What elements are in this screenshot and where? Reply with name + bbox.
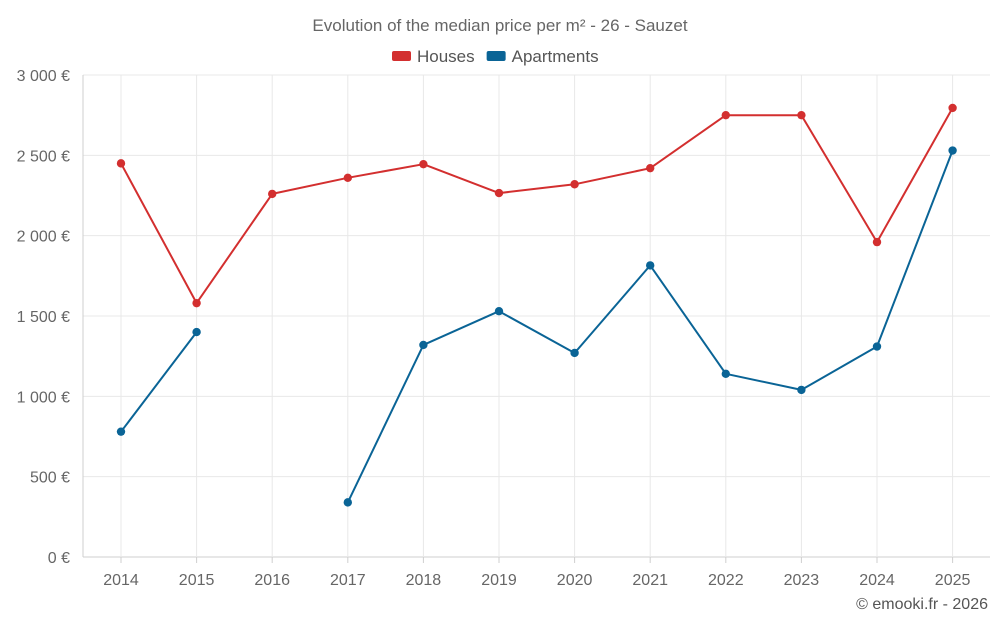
data-point-houses[interactable]	[570, 180, 579, 189]
data-point-apartments[interactable]	[192, 327, 201, 337]
x-tick-label: 2024	[859, 572, 895, 589]
y-tick-label: 2 000 €	[17, 229, 70, 246]
data-point-houses[interactable]	[419, 159, 428, 169]
data-point-houses[interactable]	[797, 110, 806, 120]
y-tick-label: 1 000 €	[17, 389, 70, 406]
y-tick-label: 500 €	[30, 470, 70, 487]
data-point-apartments[interactable]	[116, 427, 126, 436]
legend-item-apartments[interactable]: Apartments	[486, 47, 599, 66]
x-tick-label: 2019	[481, 572, 517, 589]
y-tick-label: 1 500 €	[17, 309, 70, 326]
series-line-apartments	[120, 331, 198, 433]
data-point-apartments[interactable]	[419, 340, 428, 350]
legend-item-houses[interactable]: Houses	[392, 47, 475, 66]
data-point-apartments[interactable]	[948, 146, 957, 155]
y-axis: 0 € 500 € 1 000 € 1 500 € 2 000 € 2 500 € 3 00…	[17, 68, 70, 567]
series-group	[116, 103, 957, 507]
data-point-houses[interactable]	[494, 188, 504, 198]
series-apartments	[116, 146, 957, 507]
y-tick-label: 2 500 €	[17, 148, 70, 165]
x-tick-label: 2018	[406, 572, 442, 589]
y-tick-label: 0 €	[48, 550, 70, 567]
grid	[82, 74, 990, 558]
y-tick-label: 3 000 €	[17, 68, 70, 85]
data-point-apartments[interactable]	[646, 261, 655, 270]
data-point-houses[interactable]	[948, 103, 957, 113]
legend-swatch	[392, 51, 411, 61]
x-tick-label: 2014	[103, 572, 139, 589]
data-point-apartments[interactable]	[494, 306, 504, 316]
legend: Houses Apartments	[392, 47, 599, 66]
data-point-apartments[interactable]	[797, 385, 806, 395]
legend-swatch	[486, 51, 506, 61]
data-point-houses[interactable]	[343, 173, 352, 183]
legend-label: Houses	[417, 47, 475, 66]
x-tick-label: 2020	[557, 572, 593, 589]
series-houses	[116, 103, 957, 308]
x-tick-label: 2021	[632, 572, 668, 589]
data-point-houses[interactable]	[872, 237, 882, 247]
data-point-apartments[interactable]	[872, 342, 882, 351]
data-point-houses[interactable]	[192, 298, 201, 308]
x-tick-label: 2017	[330, 572, 366, 589]
x-tick-label: 2025	[935, 572, 971, 589]
x-tick-label: 2022	[708, 572, 744, 589]
data-point-apartments[interactable]	[570, 348, 579, 358]
series-line-houses	[120, 106, 954, 305]
data-point-houses[interactable]	[721, 110, 730, 120]
x-axis: 2014 2015 2016 2017 2018 2019 2020 2021 2022 2023…	[103, 557, 970, 589]
x-tick-label: 2015	[179, 572, 215, 589]
legend-label: Apartments	[512, 47, 599, 66]
data-point-houses[interactable]	[268, 189, 277, 199]
x-tick-label: 2016	[254, 572, 290, 589]
chart-title: Evolution of the median price per m² - 2…	[312, 16, 687, 35]
data-point-houses[interactable]	[116, 159, 126, 168]
copyright-text: © emooki.fr - 2026	[856, 596, 988, 613]
data-point-apartments[interactable]	[721, 369, 730, 379]
x-tick-label: 2023	[784, 572, 820, 589]
data-point-apartments[interactable]	[343, 498, 352, 507]
data-point-houses[interactable]	[646, 163, 655, 173]
